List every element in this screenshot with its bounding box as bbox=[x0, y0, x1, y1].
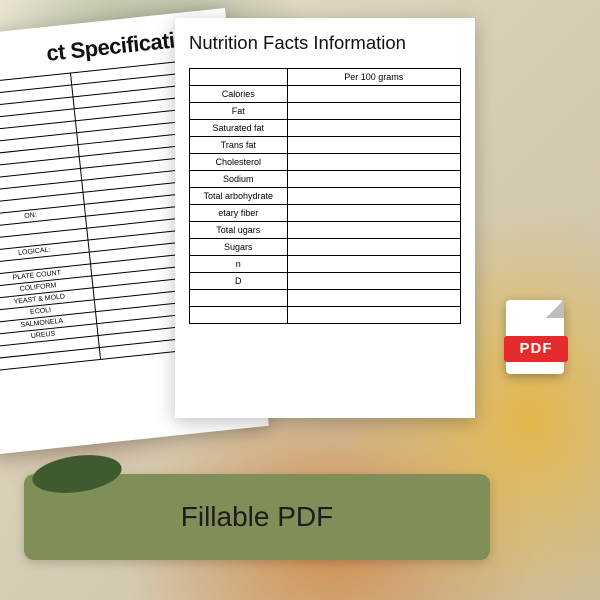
table-row bbox=[190, 290, 461, 307]
row-value bbox=[287, 86, 460, 103]
nutrition-table: Per 100 gramsCaloriesFatSaturated fatTra… bbox=[189, 68, 461, 324]
table-row: n bbox=[190, 256, 461, 273]
pdf-fold bbox=[546, 300, 564, 318]
table-row: Per 100 grams bbox=[190, 69, 461, 86]
table-row: etary fiber bbox=[190, 205, 461, 222]
row-label: n bbox=[190, 256, 288, 273]
table-row: Total arbohydrate bbox=[190, 188, 461, 205]
row-label: Fat bbox=[190, 103, 288, 120]
table-row: Calories bbox=[190, 86, 461, 103]
row-value bbox=[287, 120, 460, 137]
row-value bbox=[287, 137, 460, 154]
table-row: Sugars bbox=[190, 239, 461, 256]
row-label: Total ugars bbox=[190, 222, 288, 239]
row-value bbox=[287, 205, 460, 222]
row-label: Sugars bbox=[190, 239, 288, 256]
table-row: Fat bbox=[190, 103, 461, 120]
nutrition-title: Nutrition Facts Information bbox=[189, 32, 461, 54]
pdf-icon: PDF bbox=[506, 300, 570, 380]
row-value bbox=[287, 273, 460, 290]
row-label: Saturated fat bbox=[190, 120, 288, 137]
table-row: Trans fat bbox=[190, 137, 461, 154]
row-label bbox=[190, 290, 288, 307]
pdf-label: PDF bbox=[504, 336, 568, 362]
header-per100: Per 100 grams bbox=[287, 69, 460, 86]
row-label bbox=[190, 307, 288, 324]
row-value bbox=[287, 188, 460, 205]
row-value bbox=[287, 103, 460, 120]
row-label: Sodium bbox=[190, 171, 288, 188]
row-value bbox=[287, 239, 460, 256]
table-row: Sodium bbox=[190, 171, 461, 188]
row-value bbox=[287, 171, 460, 188]
row-label: D bbox=[190, 273, 288, 290]
row-label: etary fiber bbox=[190, 205, 288, 222]
table-row: D bbox=[190, 273, 461, 290]
row-label: Total arbohydrate bbox=[190, 188, 288, 205]
row-value bbox=[287, 307, 460, 324]
banner-text: Fillable PDF bbox=[181, 501, 333, 533]
table-row: Total ugars bbox=[190, 222, 461, 239]
table-row: Saturated fat bbox=[190, 120, 461, 137]
header-blank bbox=[190, 69, 288, 86]
row-value bbox=[287, 154, 460, 171]
nutrition-page: Nutrition Facts Information Per 100 gram… bbox=[175, 18, 475, 418]
row-value bbox=[287, 290, 460, 307]
row-value bbox=[287, 222, 460, 239]
table-row bbox=[190, 307, 461, 324]
table-row: Cholesterol bbox=[190, 154, 461, 171]
row-label: Calories bbox=[190, 86, 288, 103]
fillable-banner: Fillable PDF bbox=[24, 474, 490, 560]
row-label: Trans fat bbox=[190, 137, 288, 154]
row-value bbox=[287, 256, 460, 273]
row-label: Cholesterol bbox=[190, 154, 288, 171]
